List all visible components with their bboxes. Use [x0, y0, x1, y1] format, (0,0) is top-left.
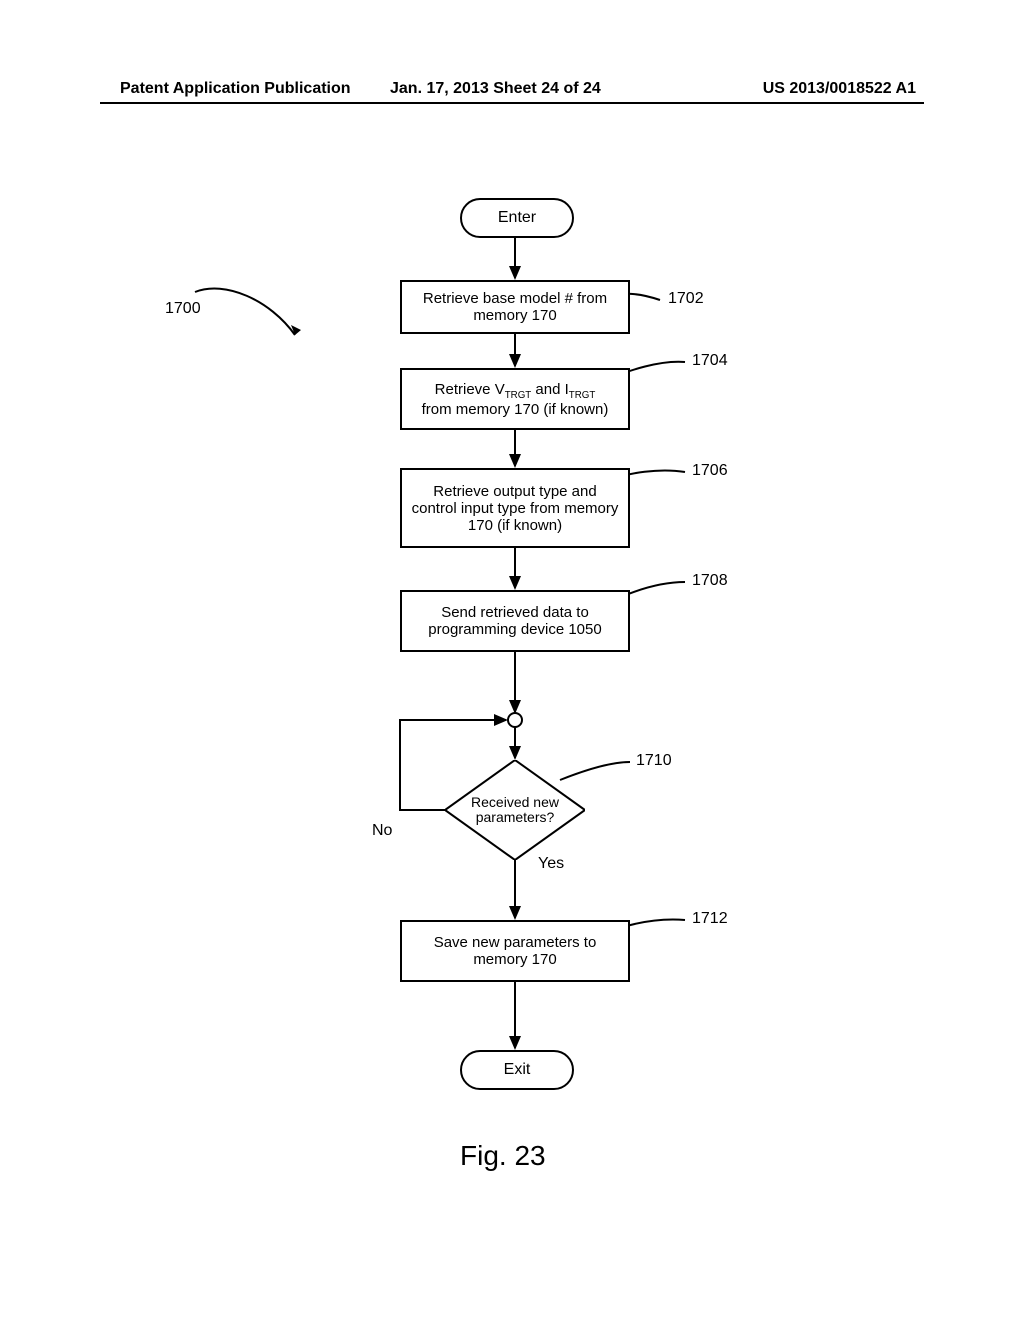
figure-label: Fig. 23	[460, 1140, 546, 1172]
ref-1704: 1704	[692, 352, 728, 370]
terminator-enter: Enter	[460, 198, 574, 238]
process-1704: Retrieve VTRGT and ITRGT from memory 170…	[400, 368, 630, 430]
process-1706: Retrieve output type and control input t…	[400, 468, 630, 548]
process-1712-text: Save new parameters to memory 170	[410, 934, 620, 968]
process-1702-text: Retrieve base model # from memory 170	[410, 290, 620, 324]
ref-1712: 1712	[692, 910, 728, 928]
ref-1708: 1708	[692, 572, 728, 590]
enter-label: Enter	[498, 209, 536, 226]
exit-label: Exit	[504, 1061, 531, 1078]
process-1708: Send retrieved data to programming devic…	[400, 590, 630, 652]
ref-1706: 1706	[692, 462, 728, 480]
terminator-exit: Exit	[460, 1050, 574, 1090]
process-1706-text: Retrieve output type and control input t…	[410, 483, 620, 534]
edge-label-yes: Yes	[538, 855, 564, 873]
process-1708-text: Send retrieved data to programming devic…	[410, 604, 620, 638]
process-1712: Save new parameters to memory 170	[400, 920, 630, 982]
ref-1702: 1702	[668, 290, 704, 308]
decision-1710: Received new parameters?	[445, 760, 585, 860]
process-1704-text: Retrieve VTRGT and ITRGT from memory 170…	[422, 381, 609, 418]
edge-label-no: No	[372, 822, 392, 840]
ref-1700: 1700	[165, 300, 201, 318]
ref-1710: 1710	[636, 752, 672, 770]
decision-1710-text: Received new parameters?	[445, 760, 585, 860]
process-1702: Retrieve base model # from memory 170	[400, 280, 630, 334]
